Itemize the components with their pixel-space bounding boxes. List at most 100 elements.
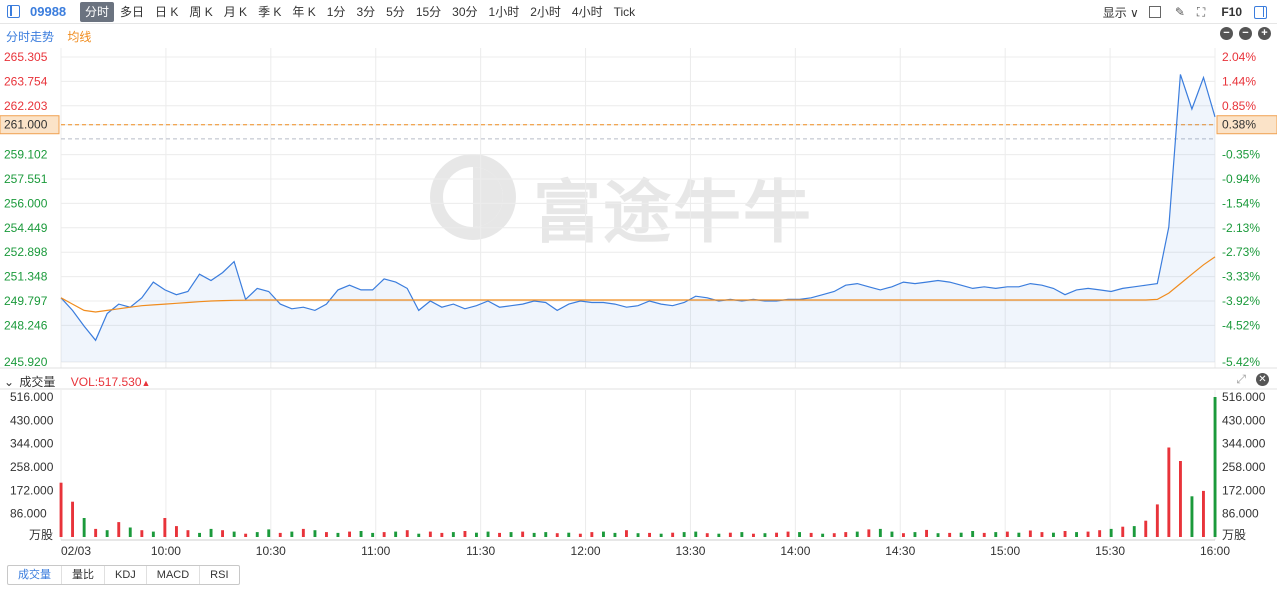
indicator-tab[interactable]: 成交量 [8, 566, 62, 584]
volume-bar [475, 532, 478, 537]
period-tab[interactable]: 分时 [80, 2, 115, 22]
volume-bar [140, 530, 144, 537]
volume-bar [832, 533, 836, 537]
f10-button[interactable]: F10 [1221, 5, 1242, 19]
pct-tick-label: -5.42% [1222, 355, 1260, 369]
volume-bar [786, 531, 790, 537]
volume-bar [1005, 531, 1009, 537]
volume-tick-label: 172.000 [10, 483, 54, 497]
period-tab[interactable]: 日 K [155, 5, 179, 19]
volume-bar [175, 526, 178, 537]
volume-bar [717, 533, 721, 537]
indicator-tab[interactable]: MACD [147, 566, 201, 584]
period-tab[interactable]: 1小时 [488, 5, 520, 19]
volume-bar [348, 531, 351, 537]
volume-bar [913, 532, 917, 537]
period-tab[interactable]: 3分 [356, 5, 376, 19]
pen-icon[interactable]: ✎ [1174, 5, 1185, 19]
expand-icon[interactable]: ⤢ [1236, 372, 1246, 386]
period-tab[interactable]: 1分 [326, 5, 346, 19]
indicator-tab[interactable]: KDJ [105, 566, 147, 584]
price-tick-label: 259.102 [4, 148, 48, 162]
volume-bar [221, 530, 224, 537]
volume-bar [798, 532, 801, 537]
volume-bar [117, 522, 121, 537]
period-tab[interactable]: Tick [613, 5, 636, 19]
volume-tick-label: 430.000 [10, 413, 54, 427]
indicator-tab[interactable]: RSI [210, 569, 229, 581]
stock-code[interactable]: 09988 [30, 4, 67, 19]
display-dropdown[interactable]: 显示 ∨ [1102, 5, 1139, 20]
period-tab[interactable]: 多日 [120, 5, 145, 19]
x-tick-label: 10:30 [256, 544, 286, 558]
pct-tick-label: -4.52% [1222, 318, 1260, 332]
volume-bar [232, 531, 236, 537]
x-tick-label: 02/03 [61, 544, 91, 558]
zoom-reset-icon[interactable]: − [1239, 27, 1252, 40]
price-tick-label: 249.797 [4, 294, 48, 308]
volume-bar [682, 532, 686, 537]
indicator-tab[interactable]: 量比 [62, 566, 105, 584]
volume-tick-label: 258.000 [10, 460, 54, 474]
volume-bar [809, 532, 813, 537]
price-tick-label: 261.000 [4, 118, 48, 132]
volume-bar [1167, 447, 1171, 537]
period-tab[interactable]: 年 K [292, 5, 316, 19]
chart-legend: 分时走势 均线 [6, 28, 101, 45]
volume-bar [532, 532, 536, 537]
price-tick-label: 251.348 [4, 270, 48, 284]
period-tab[interactable]: 2小时 [530, 5, 561, 19]
volume-bar [763, 533, 767, 537]
price-tick-label: 248.246 [4, 318, 48, 332]
period-tab[interactable]: 4小时 [571, 5, 603, 19]
x-tick-label: 16:00 [1200, 544, 1230, 558]
volume-bar [1017, 532, 1021, 537]
volume-bar [94, 528, 98, 537]
x-tick-label: 15:30 [1095, 544, 1125, 558]
pct-tick-label: -3.92% [1222, 294, 1260, 308]
volume-bar [105, 530, 109, 537]
volume-bar [151, 531, 155, 537]
volume-bar [625, 530, 628, 537]
zoom-out-icon[interactable]: − [1220, 27, 1233, 40]
volume-bar [902, 533, 905, 537]
volume-bar [382, 532, 386, 537]
volume-bar [451, 532, 455, 537]
collapse-chevron-icon[interactable]: ⌄ [4, 375, 15, 389]
period-tab[interactable]: 5分 [386, 5, 405, 19]
volume-bar [244, 533, 248, 537]
draw-checkbox[interactable] [1148, 6, 1161, 18]
volume-bar [359, 531, 363, 537]
pct-tick-label: -3.33% [1222, 270, 1260, 284]
volume-bar [613, 532, 617, 537]
zoom-in-icon[interactable]: + [1258, 27, 1271, 40]
pct-tick-label: -2.13% [1222, 221, 1260, 235]
volume-bar [1121, 526, 1125, 537]
sidebar-toggle-icon[interactable] [7, 5, 20, 18]
x-tick-label: 13:30 [675, 544, 705, 558]
period-tab[interactable]: 15分 [415, 5, 442, 19]
pct-tick-label: 1.44% [1222, 74, 1256, 88]
intraday-chart[interactable]: 265.305 2.04% 263.754 1.44% 262.203 0.85% 261.… [0, 44, 1277, 562]
close-icon[interactable]: ✕ [1256, 373, 1269, 386]
period-tab[interactable]: 周 K [189, 5, 213, 19]
volume-bar [1144, 520, 1148, 537]
volume-bar [728, 532, 732, 537]
right-panel-toggle-icon[interactable] [1254, 5, 1267, 19]
volume-bar [128, 527, 132, 537]
volume-tick-label-right: 344.000 [1222, 437, 1266, 451]
fullscreen-icon[interactable]: ⛶ [1196, 4, 1206, 19]
volume-bar [555, 533, 559, 537]
price-tick-label: 245.920 [4, 355, 48, 369]
volume-bar [1028, 530, 1032, 537]
period-tab[interactable]: 季 K [258, 5, 282, 19]
period-tab[interactable]: 30分 [452, 5, 478, 19]
pct-tick-label: -2.73% [1222, 245, 1260, 259]
volume-bar [1202, 490, 1205, 537]
volume-bar [394, 531, 398, 537]
period-tab[interactable]: 月 K [223, 5, 248, 19]
legend-avg: 均线 [67, 30, 92, 44]
volume-tick-label-right: 258.000 [1222, 460, 1266, 474]
volume-bar [578, 533, 582, 537]
x-tick-label: 14:30 [885, 544, 915, 558]
